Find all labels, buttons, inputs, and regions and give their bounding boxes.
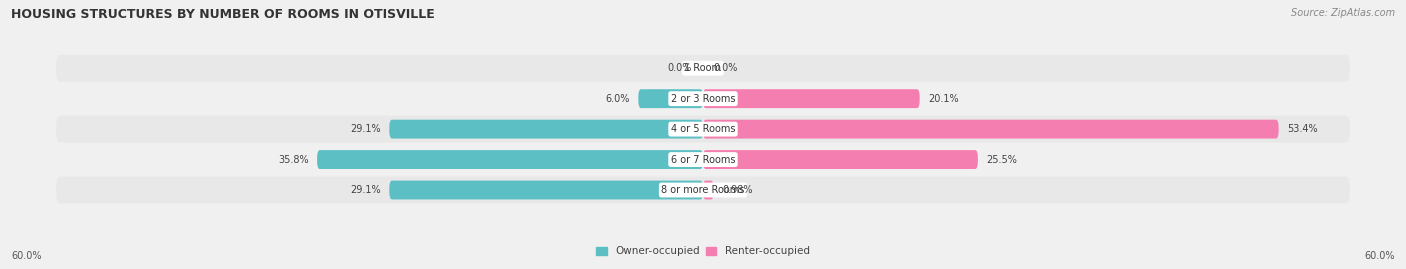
FancyBboxPatch shape: [56, 146, 1350, 173]
FancyBboxPatch shape: [56, 55, 1350, 82]
FancyBboxPatch shape: [56, 177, 1350, 203]
Text: 60.0%: 60.0%: [1364, 251, 1395, 261]
Text: 53.4%: 53.4%: [1288, 124, 1317, 134]
FancyBboxPatch shape: [703, 150, 979, 169]
Text: 6 or 7 Rooms: 6 or 7 Rooms: [671, 155, 735, 165]
FancyBboxPatch shape: [56, 116, 1350, 143]
Text: 0.0%: 0.0%: [714, 63, 738, 73]
Text: 35.8%: 35.8%: [278, 155, 308, 165]
FancyBboxPatch shape: [703, 120, 1278, 139]
Text: Source: ZipAtlas.com: Source: ZipAtlas.com: [1291, 8, 1395, 18]
Text: 60.0%: 60.0%: [11, 251, 42, 261]
Text: 2 or 3 Rooms: 2 or 3 Rooms: [671, 94, 735, 104]
FancyBboxPatch shape: [56, 85, 1350, 112]
FancyBboxPatch shape: [638, 89, 703, 108]
Text: 8 or more Rooms: 8 or more Rooms: [661, 185, 745, 195]
Text: 29.1%: 29.1%: [350, 185, 381, 195]
Text: 6.0%: 6.0%: [606, 94, 630, 104]
Text: 0.98%: 0.98%: [723, 185, 752, 195]
FancyBboxPatch shape: [389, 180, 703, 200]
Text: 20.1%: 20.1%: [928, 94, 959, 104]
FancyBboxPatch shape: [703, 89, 920, 108]
FancyBboxPatch shape: [389, 120, 703, 139]
Text: 0.0%: 0.0%: [668, 63, 692, 73]
FancyBboxPatch shape: [318, 150, 703, 169]
Text: 1 Room: 1 Room: [685, 63, 721, 73]
FancyBboxPatch shape: [703, 180, 714, 200]
Text: HOUSING STRUCTURES BY NUMBER OF ROOMS IN OTISVILLE: HOUSING STRUCTURES BY NUMBER OF ROOMS IN…: [11, 8, 434, 21]
Text: 25.5%: 25.5%: [987, 155, 1018, 165]
Legend: Owner-occupied, Renter-occupied: Owner-occupied, Renter-occupied: [596, 246, 810, 256]
Text: 29.1%: 29.1%: [350, 124, 381, 134]
Text: 4 or 5 Rooms: 4 or 5 Rooms: [671, 124, 735, 134]
